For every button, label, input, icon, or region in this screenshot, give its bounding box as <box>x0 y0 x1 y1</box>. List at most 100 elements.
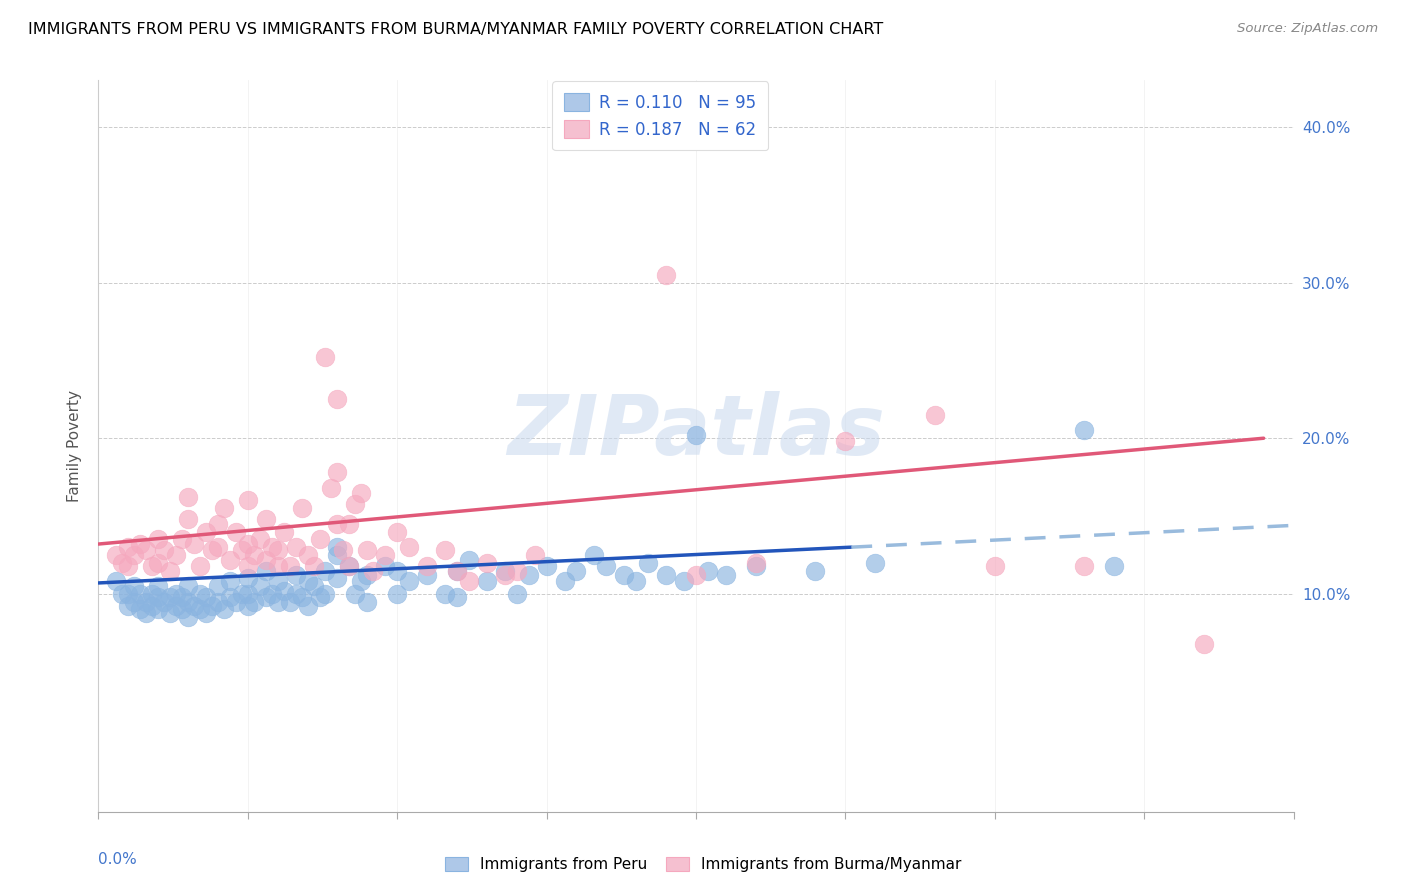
Point <box>124 594 146 608</box>
Point <box>188 602 211 616</box>
Point <box>278 594 301 608</box>
Point <box>148 556 170 570</box>
Point <box>177 579 200 593</box>
Point <box>655 568 678 582</box>
Point <box>374 548 396 562</box>
Point <box>637 556 659 570</box>
Point <box>291 501 314 516</box>
Point <box>446 590 468 604</box>
Point <box>236 537 259 551</box>
Point <box>148 602 170 616</box>
Point <box>177 512 200 526</box>
Point <box>302 579 325 593</box>
Point <box>326 548 349 562</box>
Point <box>326 516 349 531</box>
Point <box>1073 558 1095 573</box>
Point <box>321 481 343 495</box>
Point <box>685 428 707 442</box>
Point <box>315 351 337 365</box>
Point <box>129 537 152 551</box>
Point <box>278 558 301 573</box>
Point <box>506 587 529 601</box>
Point <box>984 558 1007 573</box>
Point <box>326 466 349 480</box>
Point <box>865 556 887 570</box>
Point <box>159 590 181 604</box>
Point <box>111 587 134 601</box>
Point <box>350 574 373 589</box>
Text: Source: ZipAtlas.com: Source: ZipAtlas.com <box>1237 22 1378 36</box>
Point <box>416 568 439 582</box>
Point <box>148 590 170 604</box>
Point <box>267 594 290 608</box>
Point <box>273 583 295 598</box>
Y-axis label: Family Poverty: Family Poverty <box>67 390 83 502</box>
Point <box>356 568 378 582</box>
Point <box>446 564 468 578</box>
Point <box>254 564 277 578</box>
Point <box>363 564 385 578</box>
Point <box>243 548 266 562</box>
Point <box>124 579 146 593</box>
Point <box>385 587 409 601</box>
Point <box>326 540 349 554</box>
Point <box>243 594 266 608</box>
Point <box>141 558 163 573</box>
Point <box>745 558 768 573</box>
Point <box>219 590 242 604</box>
Point <box>655 268 678 282</box>
Point <box>207 540 229 554</box>
Point <box>523 548 546 562</box>
Point <box>1073 424 1095 438</box>
Point <box>195 606 218 620</box>
Point <box>201 599 224 614</box>
Point <box>613 568 636 582</box>
Point <box>834 434 856 449</box>
Point <box>626 574 648 589</box>
Text: IMMIGRANTS FROM PERU VS IMMIGRANTS FROM BURMA/MYANMAR FAMILY POVERTY CORRELATION: IMMIGRANTS FROM PERU VS IMMIGRANTS FROM … <box>28 22 883 37</box>
Point <box>565 564 588 578</box>
Point <box>183 599 205 614</box>
Point <box>177 610 200 624</box>
Point <box>308 590 330 604</box>
Point <box>141 599 163 614</box>
Point <box>416 558 439 573</box>
Point <box>219 574 242 589</box>
Point <box>273 524 295 539</box>
Point <box>172 533 194 547</box>
Point <box>536 558 558 573</box>
Point <box>254 512 277 526</box>
Point <box>141 587 163 601</box>
Point <box>697 564 720 578</box>
Point <box>434 587 457 601</box>
Point <box>236 599 259 614</box>
Text: ZIPatlas: ZIPatlas <box>508 391 884 472</box>
Point <box>207 594 229 608</box>
Point <box>475 574 498 589</box>
Point <box>105 548 128 562</box>
Point <box>267 574 290 589</box>
Point <box>153 594 176 608</box>
Point <box>172 602 194 616</box>
Point <box>344 497 367 511</box>
Point <box>135 606 157 620</box>
Point <box>339 558 361 573</box>
Point <box>183 537 205 551</box>
Point <box>225 524 247 539</box>
Legend: Immigrants from Peru, Immigrants from Burma/Myanmar: Immigrants from Peru, Immigrants from Bu… <box>437 849 969 880</box>
Point <box>201 543 224 558</box>
Point <box>105 574 128 589</box>
Point <box>188 558 211 573</box>
Point <box>434 543 457 558</box>
Point <box>267 558 290 573</box>
Point <box>583 548 606 562</box>
Point <box>148 533 170 547</box>
Legend: R = 0.110   N = 95, R = 0.187   N = 62: R = 0.110 N = 95, R = 0.187 N = 62 <box>553 81 768 150</box>
Point <box>685 568 707 582</box>
Point <box>332 543 354 558</box>
Point <box>117 558 139 573</box>
Point <box>111 556 134 570</box>
Point <box>207 516 229 531</box>
Point <box>117 587 139 601</box>
Point <box>231 543 253 558</box>
